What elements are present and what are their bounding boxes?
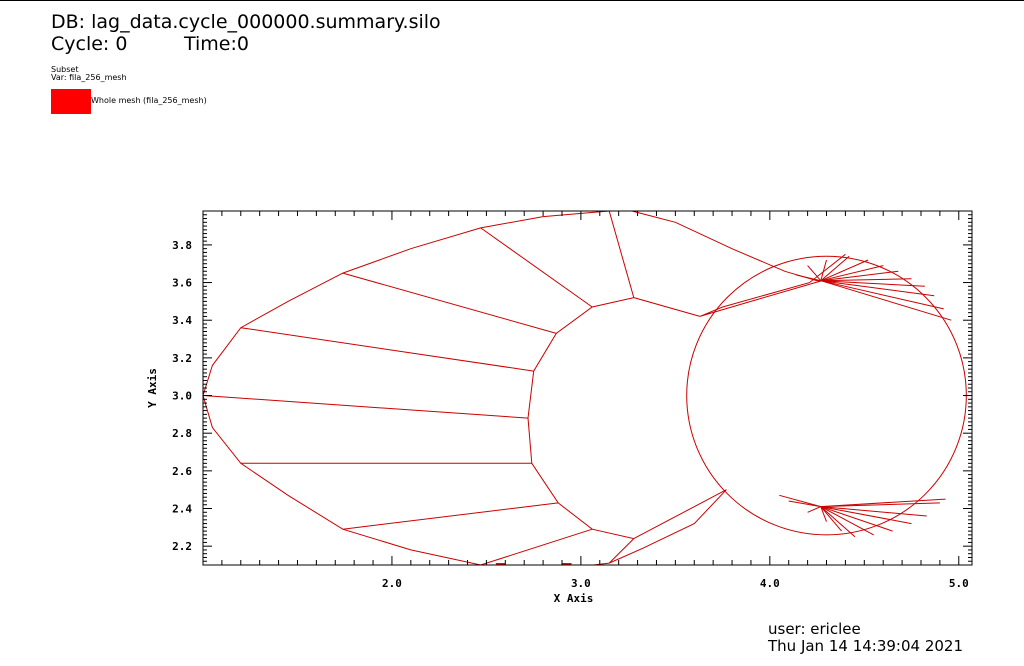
time-label: Time:0 xyxy=(184,33,249,55)
plot-frame xyxy=(202,210,973,566)
upper-fan-line-9 xyxy=(820,280,935,297)
y-tick-label: 2.2 xyxy=(172,540,192,553)
y-tick-label: 3.8 xyxy=(172,239,192,252)
mesh-radial-edge-8 xyxy=(608,538,635,564)
upper-fan-line-0 xyxy=(796,274,821,282)
upper-fan-line-8 xyxy=(820,280,925,287)
cycle-time-row: Cycle: 0 Time:0 xyxy=(51,33,249,55)
y-tick-label: 2.4 xyxy=(172,503,192,516)
mesh-radial-edge-1 xyxy=(240,327,534,372)
legend-color-swatch xyxy=(51,89,91,114)
lower-fan-line-8 xyxy=(820,506,912,525)
upper-fan-line-3 xyxy=(820,255,850,282)
x-axis-title: X Axis xyxy=(554,592,594,605)
lower-fan-line-6 xyxy=(820,506,874,536)
mesh-outer-boundary xyxy=(203,211,846,396)
upper-fan-line-6 xyxy=(820,270,899,282)
upper-fan-line-5 xyxy=(820,265,884,282)
y-axis-title: Y Axis xyxy=(146,368,159,408)
legend-title: Subset xyxy=(51,65,79,74)
lower-fan-line-10 xyxy=(820,502,940,508)
legend-entry-label: Whole mesh (fila_256_mesh) xyxy=(91,96,207,105)
user-info: user: ericlee Thu Jan 14 14:39:04 2021 xyxy=(768,621,963,655)
mesh-radial-edge-3 xyxy=(480,227,593,308)
mesh-radial-edge-6 xyxy=(342,502,559,530)
lower-fan-line-11 xyxy=(820,498,946,508)
upper-fan-line-11 xyxy=(820,280,952,321)
y-tick-label: 3.4 xyxy=(172,314,192,327)
legend-var-line: Var: fila_256_mesh xyxy=(51,73,127,82)
upper-fan-line-10 xyxy=(820,280,944,310)
lower-fan-line-5 xyxy=(820,506,856,538)
timestamp: Thu Jan 14 14:39:04 2021 xyxy=(768,637,963,655)
upper-fan-line-2 xyxy=(820,259,827,281)
mesh-radial-edge-0 xyxy=(203,395,529,419)
lower-fan-line-2 xyxy=(807,506,821,513)
mesh-inner-boundary xyxy=(527,297,701,419)
mesh-group xyxy=(203,211,967,565)
mesh-radial-edge-2 xyxy=(342,272,557,334)
database-title: DB: lag_data.cycle_000000.summary.silo xyxy=(51,11,441,33)
legend-header: Subset Var: fila_256_mesh xyxy=(51,66,127,82)
y-tick-label: 2.6 xyxy=(172,465,192,478)
upper-fan-line-4 xyxy=(820,259,869,282)
y-tick-label: 3.0 xyxy=(172,390,192,403)
upper-fan-line-7 xyxy=(820,278,912,282)
upper-fan-line-1 xyxy=(807,265,822,282)
mesh-lower-boundary xyxy=(203,395,727,565)
y-tick-label: 3.6 xyxy=(172,277,192,290)
user-name: user: ericlee xyxy=(768,620,861,638)
top-border-line xyxy=(0,0,1024,1)
x-tick-label: 4.0 xyxy=(760,577,780,590)
x-tick-label: 2.0 xyxy=(382,577,402,590)
lower-fan-line-1 xyxy=(788,500,821,508)
y-tick-label: 3.2 xyxy=(172,352,192,365)
cycle-label: Cycle: 0 xyxy=(51,33,128,55)
lower-fan-line-3 xyxy=(820,506,827,522)
lower-fan-line-4 xyxy=(820,506,842,532)
mesh-radial-edge-7 xyxy=(480,528,593,565)
lower-fan-line-9 xyxy=(820,506,927,517)
x-tick-label: 5.0 xyxy=(949,577,969,590)
lower-fan-line-0 xyxy=(779,494,821,508)
mesh-radial-edge-4 xyxy=(608,211,635,298)
x-tick-label: 3.0 xyxy=(571,577,591,590)
lower-fan-line-7 xyxy=(820,506,893,532)
y-tick-label: 2.8 xyxy=(172,427,192,440)
mesh-circle xyxy=(686,255,967,536)
mesh-inner-lower-boundary xyxy=(527,418,727,540)
